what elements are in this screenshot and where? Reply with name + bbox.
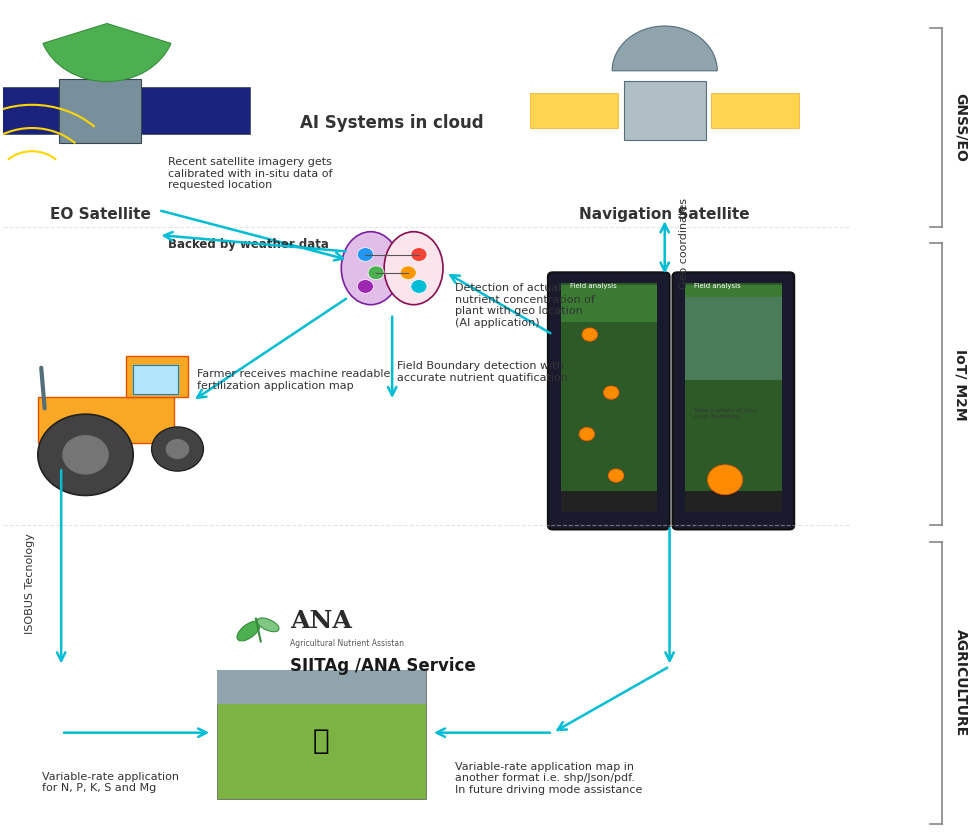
Text: Variable-rate application
for N, P, K, S and Mg: Variable-rate application for N, P, K, S…: [42, 772, 179, 793]
Ellipse shape: [257, 618, 279, 632]
Text: Backed by weather data: Backed by weather data: [168, 239, 329, 251]
FancyBboxPatch shape: [685, 297, 780, 380]
Text: IoT/ M2M: IoT/ M2M: [953, 348, 967, 420]
FancyBboxPatch shape: [530, 94, 617, 128]
FancyBboxPatch shape: [560, 285, 656, 322]
FancyBboxPatch shape: [126, 356, 188, 397]
FancyBboxPatch shape: [560, 491, 656, 512]
Wedge shape: [611, 26, 717, 71]
Circle shape: [357, 280, 373, 293]
Circle shape: [602, 386, 618, 399]
Text: Field Boundary detection with
accurate nutrient quatification: Field Boundary detection with accurate n…: [397, 361, 567, 382]
Ellipse shape: [341, 231, 400, 305]
FancyBboxPatch shape: [38, 397, 174, 443]
FancyBboxPatch shape: [560, 283, 656, 512]
FancyBboxPatch shape: [685, 283, 780, 512]
Text: AI Systems in cloud: AI Systems in cloud: [300, 114, 483, 132]
Circle shape: [400, 266, 416, 280]
FancyBboxPatch shape: [672, 272, 793, 529]
Text: Field analysis: Field analysis: [570, 283, 616, 290]
Circle shape: [357, 248, 373, 261]
FancyBboxPatch shape: [217, 671, 425, 704]
Circle shape: [152, 427, 203, 471]
Circle shape: [411, 248, 426, 261]
FancyBboxPatch shape: [685, 491, 780, 512]
Circle shape: [607, 469, 623, 482]
Text: Agricultural Nutrient Assistan: Agricultural Nutrient Assistan: [289, 639, 404, 648]
Text: Detection of actual
nutrient concentration of
plant with geo location
(AI applic: Detection of actual nutrient concentrati…: [455, 283, 595, 328]
FancyBboxPatch shape: [217, 671, 425, 799]
FancyBboxPatch shape: [141, 88, 249, 134]
Text: Field analysis: Field analysis: [693, 283, 740, 290]
Ellipse shape: [383, 231, 443, 305]
Circle shape: [578, 428, 594, 441]
Text: Navigation Satellite: Navigation Satellite: [579, 207, 749, 222]
Text: 🚜: 🚜: [312, 727, 329, 755]
Circle shape: [38, 414, 133, 495]
Circle shape: [707, 465, 742, 494]
Circle shape: [581, 328, 597, 342]
FancyBboxPatch shape: [60, 78, 141, 143]
FancyBboxPatch shape: [685, 285, 780, 322]
Text: ISOBUS Tecnology: ISOBUS Tecnology: [25, 533, 35, 634]
Text: ANA: ANA: [289, 609, 351, 633]
Circle shape: [411, 280, 426, 293]
FancyBboxPatch shape: [0, 88, 60, 134]
FancyBboxPatch shape: [711, 94, 798, 128]
Text: SIITAg /ANA Service: SIITAg /ANA Service: [289, 657, 475, 676]
Text: GNSS/EO: GNSS/EO: [953, 93, 967, 162]
Circle shape: [368, 266, 383, 280]
Text: Recent satellite imagery gets
calibrated with in-situ data of
requested location: Recent satellite imagery gets calibrated…: [168, 157, 333, 202]
FancyBboxPatch shape: [548, 272, 669, 529]
Ellipse shape: [237, 621, 260, 641]
Circle shape: [165, 438, 190, 459]
Text: Take a photo of your
crop inventory: Take a photo of your crop inventory: [693, 408, 758, 419]
Wedge shape: [43, 23, 171, 82]
Text: Geo coordinates: Geo coordinates: [679, 198, 689, 289]
FancyBboxPatch shape: [133, 365, 177, 394]
Text: Farmer receives machine readable
fertilization application map: Farmer receives machine readable fertili…: [198, 369, 390, 391]
Text: AGRICULTURE: AGRICULTURE: [953, 630, 967, 736]
FancyBboxPatch shape: [623, 81, 705, 140]
Circle shape: [62, 434, 110, 475]
Text: Variable-rate application map in
another format i.e. shp/Json/pdf.
In future dri: Variable-rate application map in another…: [455, 762, 643, 795]
Text: EO Satellite: EO Satellite: [50, 207, 151, 222]
